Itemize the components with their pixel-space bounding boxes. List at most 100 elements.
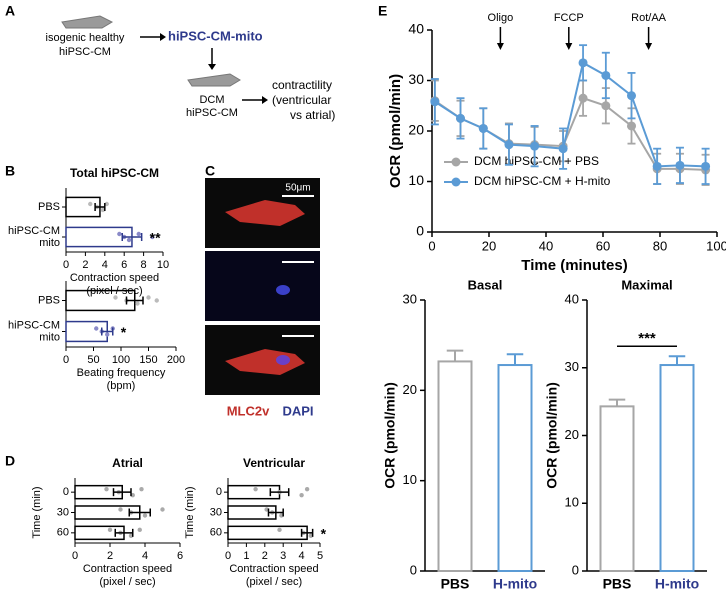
x-tick-label: 200 (167, 354, 185, 366)
y-tick-label: 20 (565, 427, 579, 442)
x-tick-label: 4 (102, 259, 108, 271)
annotation: FCCP (554, 12, 584, 24)
error-bar (125, 296, 144, 305)
arrowhead (565, 43, 573, 50)
x-axis-label: Time (minutes) (521, 257, 627, 274)
category-label: 30 (210, 506, 222, 518)
y-tick-label: 30 (403, 291, 417, 306)
data-point (277, 527, 282, 533)
diagram-text: contractility (272, 78, 332, 92)
error-bar (300, 528, 314, 537)
category-label: PBS (38, 294, 60, 306)
significance: * (121, 324, 127, 340)
y-tick-label: 30 (408, 71, 424, 87)
nucleus (276, 285, 290, 295)
x-tick-label: 100 (706, 238, 726, 253)
data-point (150, 234, 155, 240)
chart-title: Total hiPSC-CM (70, 166, 159, 180)
diagram-text: hiPSC-CM (186, 107, 238, 119)
data-point (142, 513, 148, 518)
x-tick-label: 6 (177, 550, 183, 562)
data-point (627, 91, 636, 101)
data-point (601, 70, 611, 80)
diagram-text: DCM (199, 94, 224, 106)
x-tick-label: 50 (87, 354, 99, 366)
data-point (126, 237, 132, 243)
data-point (100, 207, 106, 213)
category-label: hiPSC-CM (8, 319, 60, 331)
arrowhead (262, 96, 268, 104)
data-point (154, 298, 159, 303)
significance: * (321, 526, 327, 542)
data-point (430, 97, 440, 107)
data-point (104, 486, 109, 492)
x-axis-label: Beating frequency (77, 367, 166, 379)
diagram: isogenic healthy hiPSC-CM hiPSC-CM-mito … (46, 15, 335, 122)
cell-icon (61, 15, 114, 29)
arrowhead (160, 33, 166, 41)
data-point (652, 161, 662, 171)
data-point (146, 295, 151, 300)
bar (497, 364, 533, 573)
data-point (675, 160, 685, 170)
y-tick-label: 0 (410, 562, 417, 577)
cell-red (225, 200, 305, 226)
x-tick-label: 40 (539, 238, 553, 253)
data-point (137, 527, 142, 533)
error-bar (121, 233, 143, 241)
category-label: 60 (210, 527, 222, 539)
panel-label: B (5, 163, 15, 179)
category-label: PBS (441, 576, 470, 592)
bar (599, 405, 635, 572)
y-tick-label: 10 (408, 172, 424, 188)
annotation: Rot/AA (631, 12, 667, 24)
category-label: mito (39, 237, 60, 249)
error-bar (668, 355, 686, 366)
diagram-text: vs atrial) (290, 108, 335, 122)
panel-label: D (5, 453, 15, 469)
x-tick-label: 100 (112, 354, 130, 366)
y-tick-label: 10 (403, 472, 417, 487)
micrographs: 50μm MLC2v DAPI (205, 178, 320, 418)
x-tick-label: 150 (139, 354, 157, 366)
panel-label: E (378, 3, 387, 19)
error-bar (101, 327, 114, 336)
x-tick-label: 5 (317, 550, 323, 562)
annotation: Oligo (488, 12, 514, 24)
x-tick-label: 2 (82, 259, 88, 271)
category-label: mito (39, 331, 60, 343)
chart-title: Basal (468, 277, 503, 292)
arrowhead (645, 43, 653, 50)
data-point (478, 123, 488, 133)
error-bar (608, 398, 626, 407)
error-bar (128, 508, 151, 517)
y-tick-label: 0 (572, 562, 579, 577)
data-point (601, 101, 611, 111)
data-point (558, 144, 568, 154)
chart-title: Atrial (112, 456, 143, 470)
x-axis-label: (pixel / sec) (246, 576, 302, 588)
legend-marker (451, 177, 461, 187)
y-tick-label: 0 (416, 223, 424, 239)
panel-labels: A B C D E (5, 3, 387, 469)
error-bar (112, 488, 132, 497)
data-point (627, 121, 636, 131)
data-point (118, 507, 123, 512)
x-tick-label: 0 (63, 354, 69, 366)
y-tick-label: 20 (408, 122, 424, 138)
y-tick-label: 20 (403, 382, 417, 397)
bar (227, 525, 308, 541)
data-point (530, 141, 540, 151)
error-bar (446, 349, 464, 362)
y-tick-label: 30 (565, 359, 579, 374)
stain-label: DAPI (282, 403, 313, 418)
x-tick-label: 0 (428, 238, 435, 253)
y-axis-label: OCR (pmol/min) (544, 382, 560, 489)
category-label: 30 (57, 506, 69, 518)
category-label: H-mito (655, 576, 699, 592)
scale-label: 50μm (285, 183, 310, 194)
panel-label: A (5, 3, 15, 19)
data-point (504, 140, 514, 150)
data-point (253, 486, 258, 492)
